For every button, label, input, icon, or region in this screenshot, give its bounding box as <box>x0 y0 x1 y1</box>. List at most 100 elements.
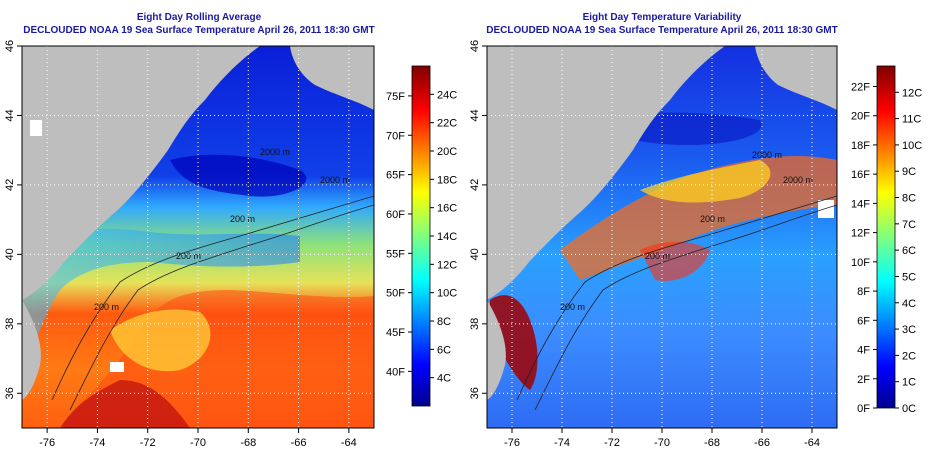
x-tick-label: -74 <box>554 437 570 449</box>
chart2-subtitle: DECLOUDED NOAA 19 Sea Surface Temperatur… <box>486 25 837 36</box>
chart1-map: 200 m 2000 m 200 m 2000 m 200 m <box>22 46 374 428</box>
colorbar-label-c: 16C <box>437 203 457 215</box>
chart1-warm-eddy <box>110 309 211 372</box>
chart1-gridlines <box>22 46 374 428</box>
y-tick-label: 44 <box>469 109 481 121</box>
colorbar-label-f: 0F <box>857 403 870 415</box>
chart2-contour-label: 2000 m <box>752 150 782 160</box>
y-tick-label: 40 <box>469 248 481 260</box>
x-tick-label: -66 <box>754 437 770 449</box>
chart2-contour-2000m <box>534 204 837 411</box>
chart1-contour-label: 200 m <box>94 302 119 312</box>
chart2-variability-band <box>560 155 837 280</box>
colorbar-label-f: 18F <box>851 140 870 152</box>
x-tick-label: -64 <box>804 437 820 449</box>
x-tick-label: -68 <box>240 437 256 449</box>
chart1-land-nova-scotia <box>290 46 374 110</box>
chart1-land-delmarva <box>22 300 41 400</box>
chart1-contour-label: 2000 m <box>260 147 290 157</box>
colorbar-label-f: 45F <box>386 327 405 339</box>
chart1-title: Eight Day Rolling Average <box>137 12 262 23</box>
colorbar-label-f: 2F <box>857 374 870 386</box>
colorbar-label-f: 55F <box>386 248 405 260</box>
chart2-contour-label: 2000 m <box>783 175 813 185</box>
colorbar-label-f: 16F <box>851 169 870 181</box>
colorbar-label-c: 8C <box>902 193 916 205</box>
y-tick-label: 44 <box>4 109 16 121</box>
y-tick-label: 38 <box>469 318 481 330</box>
colorbar-label-c: 4C <box>902 298 916 310</box>
chart1-contour-label: 200 m <box>230 214 255 224</box>
chart1-hot-core <box>60 380 190 428</box>
chart2-land-delmarva <box>487 300 506 400</box>
panel-temperature-variability: Eight Day Temperature Variability DECLOU… <box>469 12 922 449</box>
y-tick-label: 36 <box>4 387 16 399</box>
colorbar-label-f: 10F <box>851 257 870 269</box>
x-tick-label: -70 <box>654 437 670 449</box>
chart2-map: 200 m 2000 m 200 m 2000 m 200 m <box>487 46 837 428</box>
colorbar-label-c: 20C <box>437 146 457 158</box>
chart1-nodata-patch <box>30 120 42 136</box>
colorbar-label-c: 14C <box>437 231 457 243</box>
chart2-contour-label: 200 m <box>560 302 585 312</box>
colorbar-label-c: 22C <box>437 118 457 130</box>
y-tick-label: 42 <box>469 179 481 191</box>
colorbar-label-f: 4F <box>857 345 870 357</box>
colorbar-label-c: 4C <box>437 373 451 385</box>
panel-rolling-average: Eight Day Rolling Average DECLOUDED NOAA… <box>4 12 457 449</box>
colorbar-label-f: 14F <box>851 198 870 210</box>
colorbar-label-c: 10C <box>437 288 457 300</box>
colorbar-label-f: 40F <box>386 366 405 378</box>
y-tick-label: 40 <box>4 248 16 260</box>
colorbar-label-f: 65F <box>386 170 405 182</box>
y-tick-label: 36 <box>469 387 481 399</box>
x-tick-label: -76 <box>504 437 520 449</box>
colorbar-label-c: 12C <box>902 87 922 99</box>
y-tick-label: 42 <box>4 179 16 191</box>
x-tick-label: -64 <box>341 437 357 449</box>
colorbar-label-f: 8F <box>857 286 870 298</box>
colorbar-label-f: 22F <box>851 81 870 93</box>
x-tick-label: -74 <box>89 437 105 449</box>
y-tick-label: 46 <box>469 40 481 52</box>
chart1-colorbar-labels: 4C 6C 8C 10C 12C 14C 16C 18C 20C 22C 24C 40F 45F 50F 5… <box>386 89 457 384</box>
x-tick-label: -72 <box>140 437 156 449</box>
chart2-colorbar <box>876 65 896 409</box>
chart2-contour-200m <box>516 195 837 401</box>
chart2-contour-label: 200 m <box>700 214 725 224</box>
colorbar-label-c: 8C <box>437 316 451 328</box>
chart2-nearshore-hot <box>490 295 538 390</box>
colorbar-label-f: 50F <box>386 288 405 300</box>
y-tick-label: 38 <box>4 318 16 330</box>
x-tick-label: -66 <box>291 437 307 449</box>
colorbar-label-c: 3C <box>902 324 916 336</box>
colorbar-label-c: 11C <box>902 114 921 126</box>
chart2-title: Eight Day Temperature Variability <box>583 12 742 23</box>
chart2-nodata-patch <box>818 200 834 218</box>
colorbar-label-f: 6F <box>857 315 870 327</box>
chart2-variability-patch <box>640 241 710 281</box>
x-tick-label: -72 <box>604 437 620 449</box>
colorbar-label-f: 75F <box>386 91 405 103</box>
chart1-contour-label: 200 m <box>176 251 201 261</box>
colorbar-label-c: 5C <box>902 271 916 283</box>
colorbar-label-c: 2C <box>902 350 916 362</box>
y-tick-label: 46 <box>4 40 16 52</box>
colorbar-label-f: 12F <box>851 228 870 240</box>
chart2-axes: -76 -74 -72 -70 -68 -66 -64 36 38 40 42 44 46 <box>469 40 820 449</box>
chart1-contour-200m <box>51 195 374 401</box>
colorbar-label-c: 10C <box>902 140 922 152</box>
colorbar-label-f: 20F <box>851 111 870 123</box>
chart1-contour-2000m <box>69 204 374 411</box>
chart2-variability-core <box>640 160 771 203</box>
chart1-land-us <box>22 46 260 300</box>
colorbar-label-f: 60F <box>386 209 405 221</box>
colorbar-label-c: 1C <box>902 377 916 389</box>
chart1-nodata-patch <box>110 362 124 372</box>
colorbar-label-f: 70F <box>386 130 405 142</box>
chart1-subtitle: DECLOUDED NOAA 19 Sea Surface Temperatur… <box>23 25 374 36</box>
chart1-cold-gulf-maine <box>170 154 307 197</box>
x-tick-label: -68 <box>704 437 720 449</box>
chart2-land-nova-scotia <box>755 46 837 110</box>
colorbar-label-c: 0C <box>902 403 916 415</box>
